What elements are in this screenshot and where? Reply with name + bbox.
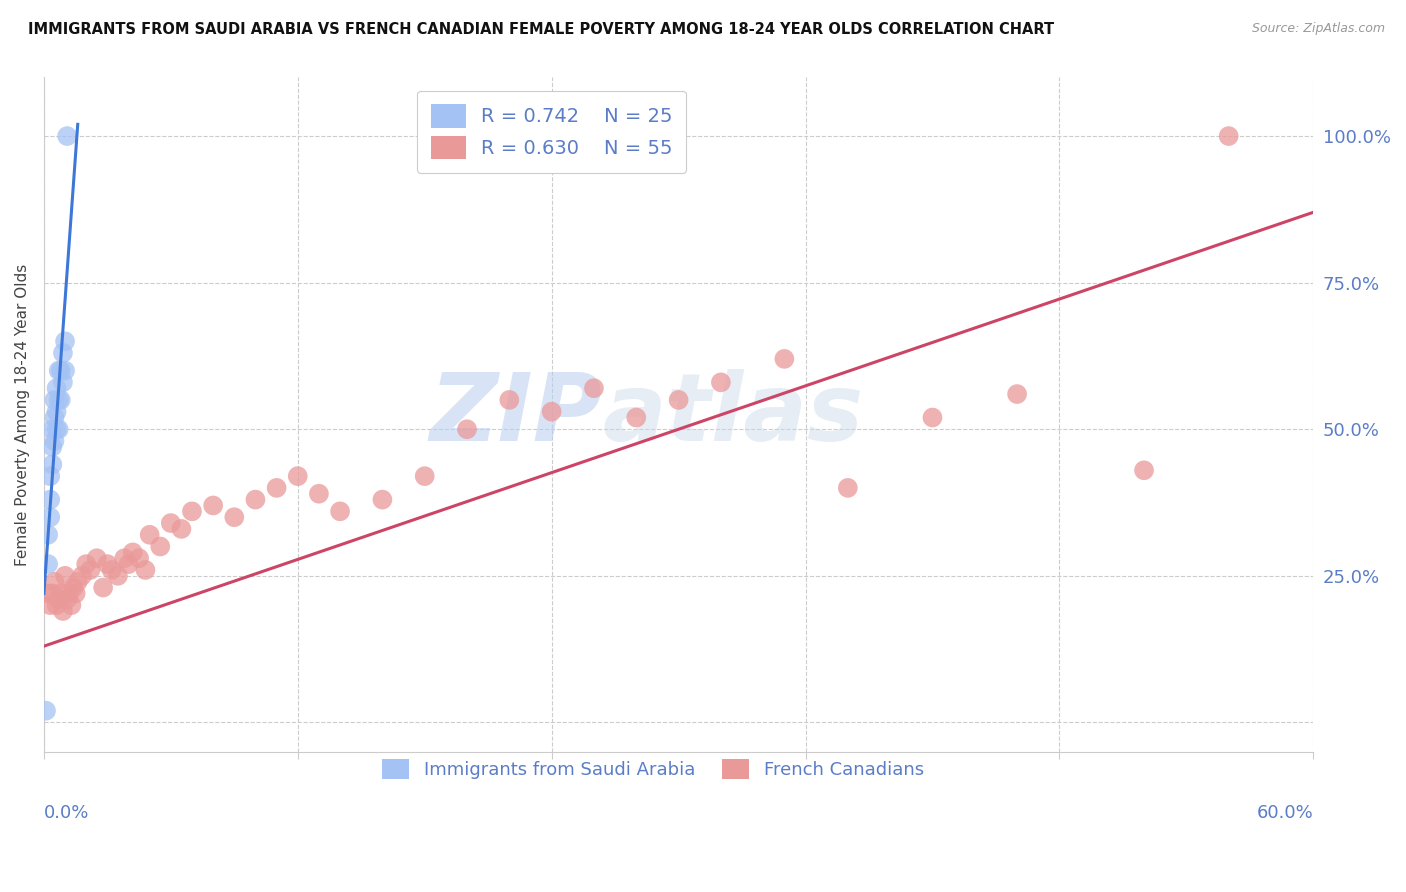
Point bbox=[159, 516, 181, 530]
Point bbox=[45, 422, 67, 436]
Point bbox=[266, 481, 288, 495]
Point bbox=[149, 540, 172, 554]
Point bbox=[121, 545, 143, 559]
Point bbox=[53, 363, 76, 377]
Point bbox=[96, 557, 118, 571]
Point bbox=[41, 440, 63, 454]
Y-axis label: Female Poverty Among 18-24 Year Olds: Female Poverty Among 18-24 Year Olds bbox=[15, 263, 30, 566]
Text: 0.0%: 0.0% bbox=[44, 805, 89, 822]
Point bbox=[456, 422, 478, 436]
Point bbox=[413, 469, 436, 483]
Point bbox=[45, 598, 67, 612]
Point bbox=[202, 499, 225, 513]
Point bbox=[41, 458, 63, 472]
Point bbox=[44, 434, 66, 448]
Point bbox=[1133, 463, 1156, 477]
Point bbox=[75, 557, 97, 571]
Text: 60.0%: 60.0% bbox=[1257, 805, 1313, 822]
Legend: Immigrants from Saudi Arabia, French Canadians: Immigrants from Saudi Arabia, French Can… bbox=[375, 752, 931, 787]
Point bbox=[52, 604, 75, 618]
Point bbox=[52, 346, 75, 360]
Point bbox=[35, 704, 58, 718]
Point bbox=[48, 363, 70, 377]
Point bbox=[44, 410, 66, 425]
Point bbox=[49, 392, 72, 407]
Point bbox=[62, 581, 84, 595]
Point bbox=[128, 551, 150, 566]
Point bbox=[498, 392, 520, 407]
Point bbox=[224, 510, 246, 524]
Point bbox=[371, 492, 394, 507]
Text: IMMIGRANTS FROM SAUDI ARABIA VS FRENCH CANADIAN FEMALE POVERTY AMONG 18-24 YEAR : IMMIGRANTS FROM SAUDI ARABIA VS FRENCH C… bbox=[28, 22, 1054, 37]
Point bbox=[39, 598, 62, 612]
Point bbox=[181, 504, 204, 518]
Point bbox=[134, 563, 156, 577]
Point bbox=[52, 376, 75, 390]
Point bbox=[112, 551, 135, 566]
Point bbox=[773, 351, 796, 366]
Point bbox=[86, 551, 108, 566]
Point bbox=[45, 381, 67, 395]
Point bbox=[49, 363, 72, 377]
Text: Source: ZipAtlas.com: Source: ZipAtlas.com bbox=[1251, 22, 1385, 36]
Point bbox=[65, 586, 87, 600]
Point bbox=[107, 569, 129, 583]
Point bbox=[39, 492, 62, 507]
Point bbox=[60, 598, 83, 612]
Point bbox=[41, 586, 63, 600]
Point bbox=[56, 129, 79, 144]
Point bbox=[79, 563, 101, 577]
Point bbox=[37, 557, 59, 571]
Point bbox=[44, 574, 66, 589]
Point bbox=[245, 492, 267, 507]
Point bbox=[837, 481, 859, 495]
Point bbox=[138, 528, 160, 542]
Point bbox=[117, 557, 139, 571]
Point bbox=[56, 592, 79, 607]
Point bbox=[582, 381, 605, 395]
Text: atlas: atlas bbox=[602, 368, 863, 460]
Point bbox=[100, 563, 122, 577]
Point bbox=[48, 422, 70, 436]
Point bbox=[287, 469, 309, 483]
Point bbox=[53, 569, 76, 583]
Point bbox=[308, 487, 330, 501]
Point bbox=[540, 404, 562, 418]
Text: ZIP: ZIP bbox=[430, 368, 602, 460]
Point bbox=[39, 469, 62, 483]
Point bbox=[668, 392, 690, 407]
Point bbox=[921, 410, 943, 425]
Point bbox=[41, 422, 63, 436]
Point bbox=[1005, 387, 1028, 401]
Point bbox=[70, 569, 93, 583]
Point bbox=[1218, 129, 1240, 144]
Point bbox=[66, 574, 89, 589]
Point bbox=[170, 522, 193, 536]
Point bbox=[48, 392, 70, 407]
Point bbox=[37, 528, 59, 542]
Point bbox=[91, 581, 114, 595]
Point bbox=[53, 334, 76, 349]
Point bbox=[45, 404, 67, 418]
Point bbox=[48, 592, 70, 607]
Point bbox=[37, 586, 59, 600]
Point bbox=[710, 376, 733, 390]
Point bbox=[58, 586, 80, 600]
Point bbox=[626, 410, 648, 425]
Point bbox=[44, 392, 66, 407]
Point bbox=[329, 504, 352, 518]
Point bbox=[39, 510, 62, 524]
Point bbox=[49, 586, 72, 600]
